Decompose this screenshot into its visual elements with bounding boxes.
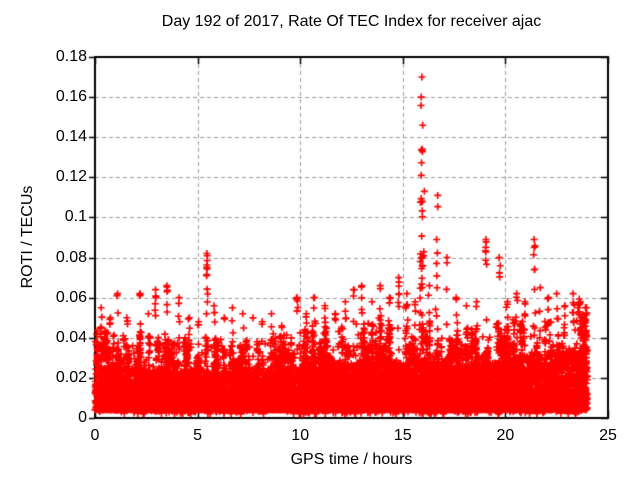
y-tick-label: 0.04 (55, 328, 87, 346)
y-tick-label: 0.18 (55, 48, 87, 65)
x-tick-label: 0 (90, 427, 100, 444)
x-tick-label: 15 (393, 427, 412, 444)
y-tick-label: 0.06 (55, 288, 87, 306)
x-tick-label: 25 (599, 427, 617, 444)
y-tick-label: 0.02 (55, 368, 87, 386)
y-axis-label: ROTI / TECUs (19, 185, 36, 289)
x-tick-label: 5 (193, 427, 203, 444)
y-tick-label: 0 (78, 409, 87, 426)
x-tick-label: 20 (496, 427, 515, 444)
y-tick-label: 0.16 (55, 88, 87, 106)
y-tick-label: 0.12 (55, 168, 87, 186)
y-tick-label: 0.08 (55, 248, 87, 266)
x-axis-label: GPS time / hours (290, 451, 413, 468)
y-tick-label: 0.1 (64, 208, 87, 226)
y-tick-label: 0.14 (55, 128, 87, 146)
x-tick-label: 10 (291, 427, 310, 444)
chart-title: Day 192 of 2017, Rate Of TEC Index for r… (161, 13, 542, 30)
